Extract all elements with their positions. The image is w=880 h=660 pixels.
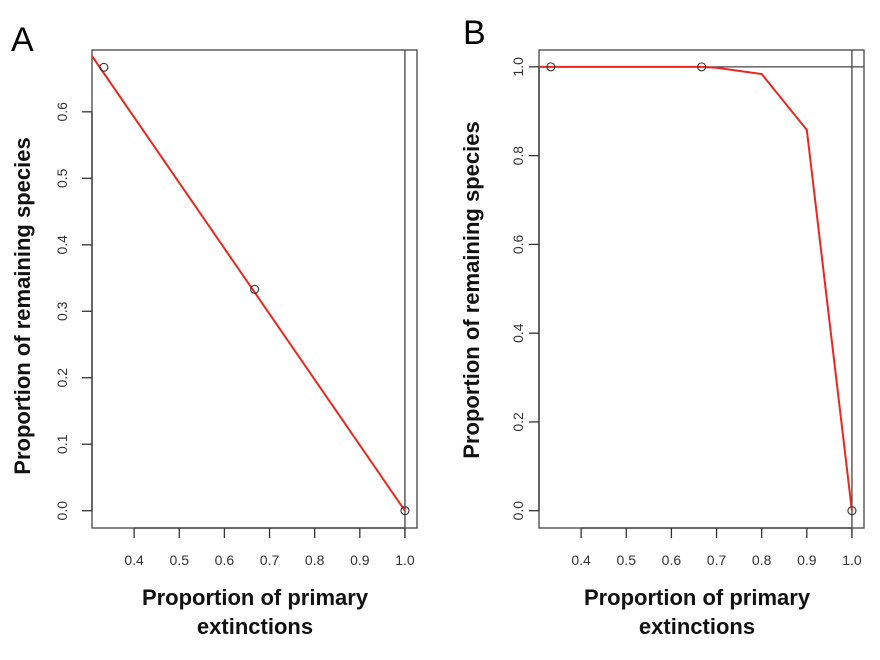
panel-a-y-tick-label: 0.0 — [54, 501, 70, 521]
panel-a-y-tick-label: 0.4 — [54, 235, 70, 255]
panel-b-x-tick-label: 0.9 — [797, 552, 817, 568]
panel-a-y-axis-title: Proportion of remaining species — [10, 137, 35, 474]
panel-b-y-tick-label: 0.2 — [510, 412, 526, 432]
panel-a-label: A — [11, 21, 34, 59]
panel-a-data-point — [99, 62, 109, 72]
panel-a-marks: 0.4 0.5 0.6 0.7 0.8 0.9 1.0 0.0 0.1 0.2 0.3 0.4 0.5 0… — [54, 50, 415, 568]
panel-a-data-point — [250, 284, 260, 294]
panel-b-y-tick-label: 0.4 — [510, 323, 526, 343]
panel-b-y-tick-label: 0.6 — [510, 234, 526, 254]
panel-a-x-axis-title-line1: Proportion of primary — [142, 585, 369, 610]
panel-b-y-tick-label: 1.0 — [510, 57, 526, 77]
panel-a-data-point — [400, 506, 410, 516]
panel-b-y-tick-label: 0.0 — [510, 501, 526, 521]
panel-b-x-tick-label: 0.4 — [571, 552, 591, 568]
panel-b-data-point — [697, 62, 707, 72]
panel-b-marks: 0.4 0.5 0.6 0.7 0.8 0.9 1.0 0.0 0.2 0.4 0.6 0.8 1.0 — [510, 50, 864, 568]
panel-a-x-tick-label: 0.5 — [170, 552, 190, 568]
panel-a-y-tick-label: 0.3 — [54, 301, 70, 321]
panel-b-y-axis-title: Proportion of remaining species — [459, 121, 484, 458]
panel-a-x-tick-label: 0.4 — [124, 552, 144, 568]
panel-b-x-axis-title-line1: Proportion of primary — [584, 585, 811, 610]
panel-a-x-tick-label: 1.0 — [395, 552, 415, 568]
panel-a-x-tick-label: 0.9 — [350, 552, 370, 568]
panel-b: B 0.4 0.5 0.6 0.7 0.8 0.9 1.0 0.0 0.2 0.4 0.6 0.8 1.… — [459, 14, 865, 639]
panel-a-x-tick-label: 0.7 — [260, 552, 280, 568]
panel-b-label: B — [463, 14, 486, 52]
panel-b-x-tick-label: 0.7 — [707, 552, 727, 568]
panel-b-plot-box — [538, 49, 865, 529]
panel-a-y-tick-label: 0.6 — [54, 102, 70, 122]
panel-a-y-tick-label: 0.1 — [54, 434, 70, 454]
panel-b-data-point — [847, 506, 857, 516]
panel-a-y-tick-label: 0.2 — [54, 368, 70, 388]
panel-b-x-axis-title-line2: extinctions — [639, 614, 755, 639]
panel-b-x-tick-label: 0.5 — [617, 552, 637, 568]
panel-a: A 0.4 0.5 0.6 0.7 0.8 0.9 1.00.00.10.20.30.40.… — [10, 21, 418, 639]
panel-a-x-tick-label: 0.8 — [305, 552, 325, 568]
panel-b-x-tick-label: 0.6 — [662, 552, 682, 568]
panel-b-data-point — [546, 62, 556, 72]
panel-b-y-tick-label: 0.8 — [510, 146, 526, 166]
panel-a-x-axis-title-line2: extinctions — [197, 614, 313, 639]
panel-b-x-tick-label: 1.0 — [842, 552, 862, 568]
panel-b-curve — [539, 65, 853, 511]
panel-a-x-tick-label: 0.6 — [215, 552, 235, 568]
panel-b-x-tick-label: 0.8 — [752, 552, 772, 568]
panel-a-curve — [91, 55, 406, 512]
panel-a-y-tick-label: 0.5 — [54, 168, 70, 188]
